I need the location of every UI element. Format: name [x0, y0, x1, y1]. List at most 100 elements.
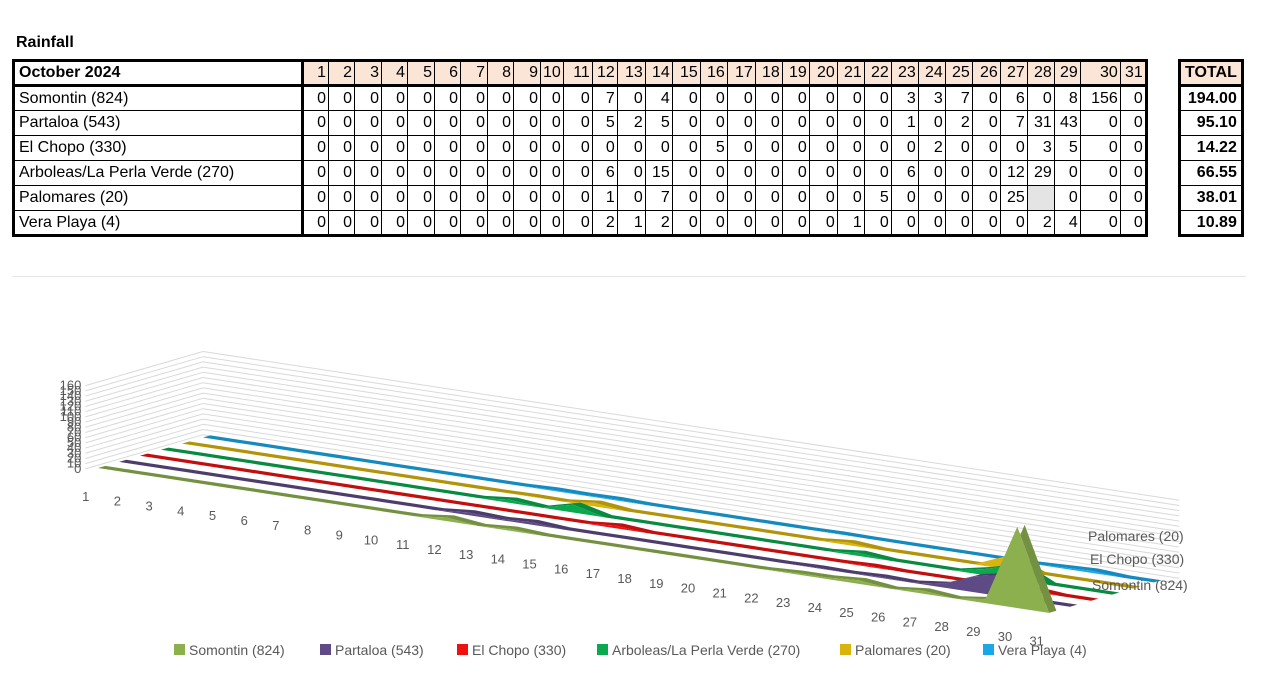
rain-cell: 0 — [699, 110, 728, 136]
rain-cell: 0 — [540, 185, 564, 211]
rain-cell: 0 — [1119, 85, 1147, 111]
rain-cell: 0 — [971, 85, 1001, 111]
rain-cell: 0 — [354, 135, 382, 161]
rain-cell: 0 — [460, 185, 488, 211]
x-tick-label: 30 — [998, 629, 1012, 644]
station-name: Somontin (824) — [13, 85, 304, 111]
rain-cell: 0 — [971, 210, 1001, 236]
gridline-back — [202, 361, 1180, 512]
rain-cell: 0 — [407, 110, 435, 136]
rain-cell — [1026, 185, 1055, 211]
rain-cell: 0 — [354, 160, 382, 186]
rain-cell: 0 — [328, 160, 355, 186]
rain-cell: 0 — [1119, 110, 1147, 136]
y-tick-label: 0 — [74, 461, 81, 476]
rain-cell: 2 — [644, 210, 673, 236]
rain-cell: 0 — [1079, 110, 1121, 136]
day-header: 22 — [863, 60, 892, 87]
rain-cell: 1 — [591, 185, 618, 211]
rain-cell: 3 — [1026, 135, 1055, 161]
rain-cell: 0 — [1053, 185, 1081, 211]
day-header: 2 — [328, 60, 355, 87]
rain-cell: 0 — [863, 85, 892, 111]
rain-cell: 43 — [1053, 110, 1081, 136]
x-tick-label: 22 — [744, 590, 758, 605]
rain-cell: 0 — [434, 135, 461, 161]
day-header: 4 — [381, 60, 408, 87]
rain-cell: 0 — [540, 160, 564, 186]
rain-cell: 0 — [562, 135, 593, 161]
rain-cell: 8 — [1053, 85, 1081, 111]
x-tick-label: 26 — [871, 610, 885, 625]
day-header: 23 — [890, 60, 919, 87]
day-header: 3 — [354, 60, 382, 87]
rain-cell: 0 — [562, 185, 593, 211]
rain-cell: 0 — [540, 210, 564, 236]
station-name: Arboleas/La Perla Verde (270) — [13, 160, 304, 186]
station-total: 14.22 — [1179, 135, 1243, 161]
x-tick-label: 17 — [586, 566, 600, 581]
rain-cell: 0 — [616, 85, 646, 111]
rain-cell: 7 — [944, 85, 973, 111]
gridline-side — [85, 408, 204, 444]
rain-cell: 25 — [999, 185, 1028, 211]
rain-cell: 2 — [591, 210, 618, 236]
rain-cell: 5 — [591, 110, 618, 136]
gridline-side — [85, 403, 204, 439]
gridline-side — [85, 397, 204, 433]
rain-cell: 0 — [328, 110, 355, 136]
gridline-back — [202, 382, 1180, 532]
gridline-back — [202, 377, 1180, 527]
rain-cell: 0 — [381, 110, 408, 136]
rain-cell: 12 — [999, 160, 1028, 186]
rain-cell: 0 — [699, 160, 728, 186]
y-tick-label: 160 — [60, 378, 82, 393]
rain-cell: 0 — [944, 210, 973, 236]
rain-cell: 1 — [616, 210, 646, 236]
rain-cell: 0 — [1053, 160, 1081, 186]
day-header: 15 — [671, 60, 701, 87]
rain-cell: 0 — [434, 185, 461, 211]
legend-label: Palomares (20) — [855, 642, 951, 658]
rain-cell: 0 — [754, 185, 783, 211]
rain-cell: 0 — [540, 85, 564, 111]
rain-cell: 0 — [302, 185, 329, 211]
series-area-top — [140, 453, 1099, 601]
rain-cell: 0 — [381, 160, 408, 186]
gridline-back — [202, 356, 1180, 506]
rain-cell: 0 — [487, 135, 514, 161]
x-tick-label: 15 — [522, 556, 536, 571]
gridline-back — [202, 351, 1180, 501]
rain-cell: 0 — [999, 210, 1028, 236]
rain-cell: 31 — [1026, 110, 1055, 136]
x-tick-label: 25 — [839, 605, 853, 620]
x-tick-label: 11 — [396, 537, 410, 552]
rain-cell: 5 — [644, 110, 673, 136]
rain-cell: 0 — [487, 110, 514, 136]
gridline-side — [85, 413, 204, 449]
rain-cell: 0 — [644, 135, 673, 161]
rain-cell: 0 — [754, 160, 783, 186]
rain-cell: 0 — [754, 110, 783, 136]
rain-cell: 0 — [781, 185, 810, 211]
rain-cell: 7 — [644, 185, 673, 211]
x-tick-label: 8 — [304, 523, 311, 538]
y-tick-label: 100 — [60, 409, 82, 424]
series-area — [140, 455, 1091, 601]
x-tick-label: 13 — [459, 547, 473, 562]
y-tick-label: 130 — [60, 393, 82, 408]
x-tick-label: 6 — [241, 513, 248, 528]
rain-cell: 0 — [699, 85, 728, 111]
rain-cell: 0 — [407, 210, 435, 236]
gridline-side — [85, 366, 204, 402]
gridline-side — [85, 423, 204, 459]
rain-cell: 0 — [407, 160, 435, 186]
rain-cell: 0 — [591, 135, 618, 161]
day-header: 6 — [434, 60, 461, 87]
gridline-back — [202, 403, 1180, 553]
rain-cell: 0 — [699, 185, 728, 211]
x-tick-label: 12 — [427, 542, 441, 557]
rain-cell: 0 — [487, 210, 514, 236]
y-tick-label: 150 — [60, 383, 82, 398]
gridline-side — [85, 377, 204, 413]
